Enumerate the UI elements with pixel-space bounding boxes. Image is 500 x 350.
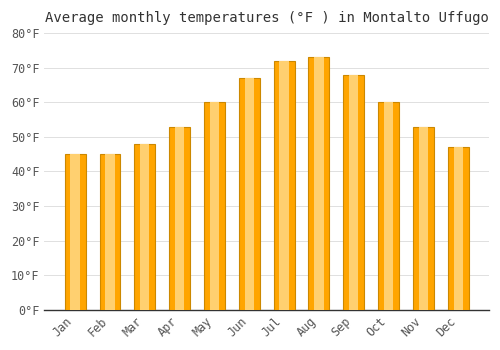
Bar bbox=[314, 57, 324, 310]
Bar bbox=[175, 127, 184, 310]
Bar bbox=[308, 57, 330, 310]
Bar bbox=[204, 102, 225, 310]
Bar bbox=[454, 147, 463, 310]
Bar bbox=[280, 61, 289, 310]
Bar bbox=[274, 61, 294, 310]
Bar bbox=[140, 144, 149, 310]
Bar bbox=[378, 102, 399, 310]
Bar bbox=[448, 147, 468, 310]
Bar bbox=[349, 75, 358, 310]
Bar bbox=[418, 127, 428, 310]
Bar bbox=[413, 127, 434, 310]
Bar bbox=[210, 102, 219, 310]
Bar bbox=[134, 144, 155, 310]
Bar bbox=[105, 154, 115, 310]
Bar bbox=[64, 154, 86, 310]
Bar bbox=[344, 75, 364, 310]
Bar bbox=[239, 78, 260, 310]
Bar bbox=[244, 78, 254, 310]
Title: Average monthly temperatures (°F ) in Montalto Uffugo: Average monthly temperatures (°F ) in Mo… bbox=[44, 11, 488, 25]
Bar bbox=[169, 127, 190, 310]
Bar bbox=[70, 154, 80, 310]
Bar bbox=[384, 102, 394, 310]
Bar bbox=[100, 154, 120, 310]
